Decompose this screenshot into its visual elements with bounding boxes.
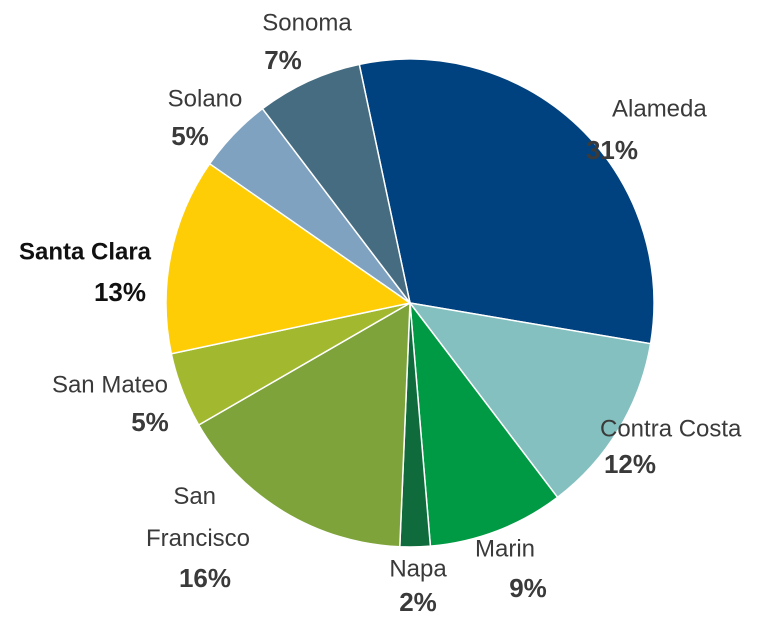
slice-label: Contra Costa bbox=[600, 415, 742, 442]
slice-label: Alameda bbox=[612, 95, 707, 122]
slice-value-label: 13% bbox=[94, 277, 146, 307]
slice-label: Santa Clara bbox=[19, 238, 152, 265]
pie-slice bbox=[165, 162, 412, 355]
slice-label: Solano bbox=[168, 85, 243, 112]
slice-value-label: 12% bbox=[604, 449, 656, 479]
slice-value-label: 5% bbox=[131, 407, 169, 437]
slice-value-label: 31% bbox=[586, 135, 638, 165]
slice-value-label: 7% bbox=[264, 45, 302, 75]
slice-value-label: 5% bbox=[171, 121, 209, 151]
pie-slice bbox=[261, 63, 411, 304]
pie-slice bbox=[409, 300, 559, 547]
slice-value-label: 9% bbox=[509, 573, 547, 603]
slice-label: Sonoma bbox=[262, 9, 352, 36]
pie-slice bbox=[358, 58, 655, 345]
slice-label: San Mateo bbox=[52, 371, 168, 398]
slice-label: San Francisco bbox=[146, 483, 250, 552]
slice-label: Marin bbox=[475, 535, 535, 562]
slice-label: Napa bbox=[389, 555, 447, 582]
pie-slice bbox=[408, 301, 652, 499]
pie-slice bbox=[197, 301, 411, 548]
slice-value-label: 16% bbox=[179, 563, 231, 593]
slice-value-label: 2% bbox=[399, 587, 437, 617]
